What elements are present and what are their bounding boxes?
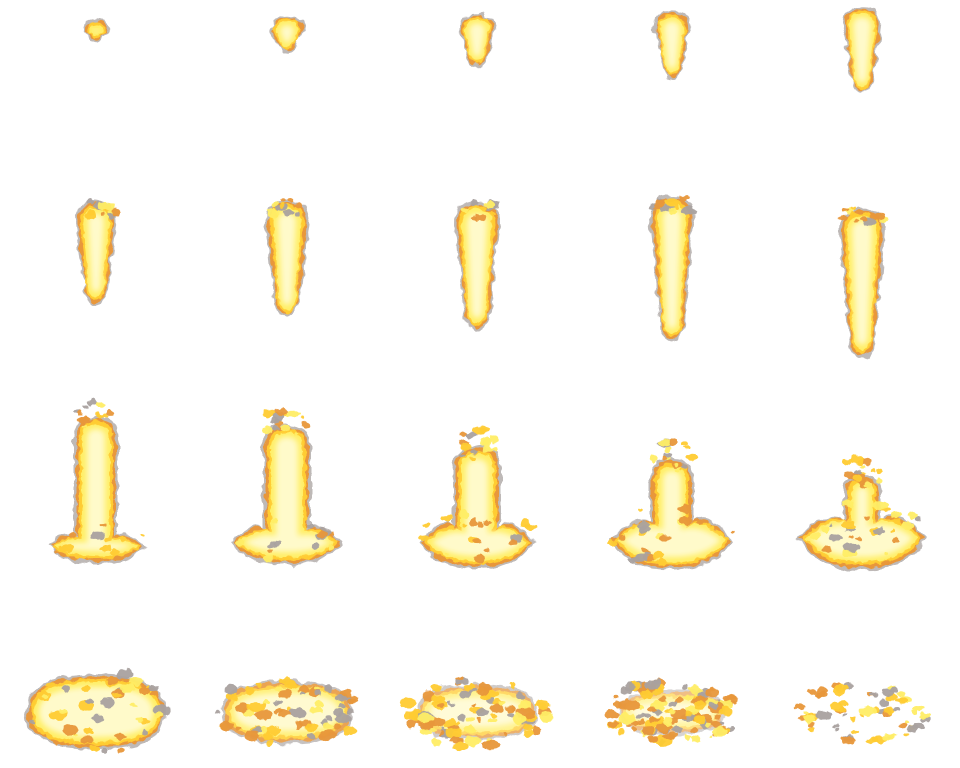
fire-frame-14 [607, 438, 735, 570]
fire-frame-3 [458, 12, 496, 68]
fire-frame-8 [454, 199, 500, 331]
fire-frame-12 [231, 408, 343, 565]
fire-frame-16 [26, 668, 171, 754]
fire-frame-2 [269, 14, 305, 54]
fire-frame-17 [215, 677, 359, 747]
fire-frame-10 [837, 206, 888, 358]
fire-frame-4 [653, 10, 691, 80]
fire-frame-1 [82, 18, 110, 44]
fire-frame-9 [649, 195, 697, 342]
fire-frame-5 [842, 6, 882, 94]
fire-frame-6 [75, 199, 120, 305]
fire-frame-15 [798, 455, 926, 570]
fire-frame-19 [604, 679, 739, 746]
fire-frame-7 [265, 197, 309, 318]
fire-frame-20 [794, 681, 931, 745]
fire-frame-11 [47, 398, 146, 564]
fire-frame-18 [398, 676, 553, 751]
fire-frame-13 [417, 425, 537, 569]
